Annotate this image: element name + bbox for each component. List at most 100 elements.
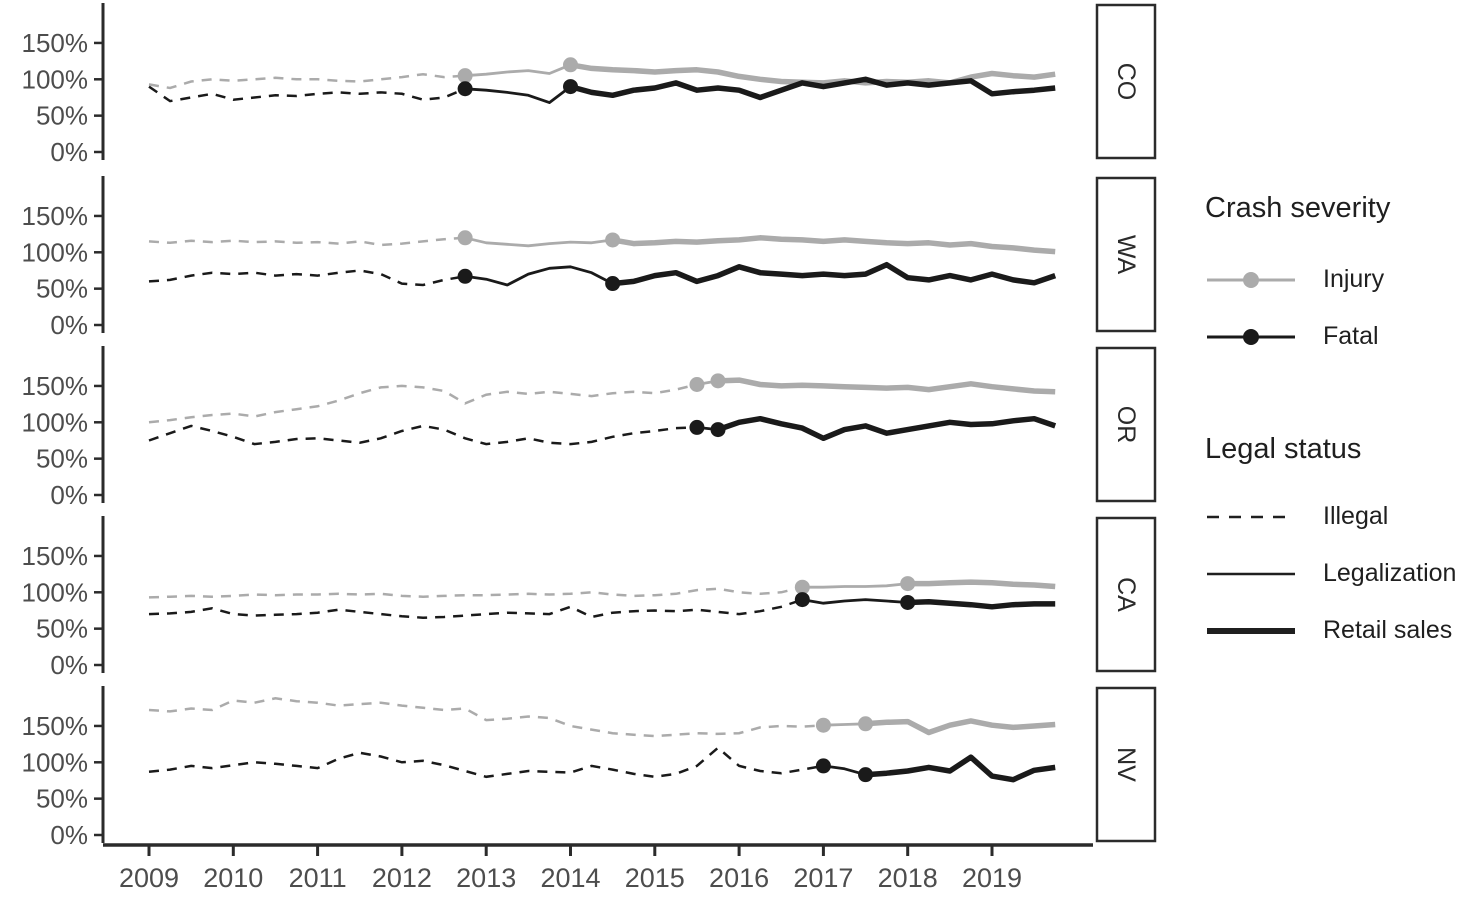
- fatal-legalization-dot: [815, 758, 831, 774]
- y-tick-label: 50%: [36, 784, 88, 814]
- injury-retail-sales-dot: [563, 57, 578, 73]
- illegal-dashed-swatch: [1207, 515, 1295, 518]
- legend-item-illegal: Illegal: [1205, 488, 1456, 545]
- legend-label-retail-sales: Retail sales: [1323, 616, 1453, 644]
- crash-trends-chart: 0% 50% 100% 150% CO 0% 50% 100% 150% WA 0% 50% 100% 1…: [22, 3, 1157, 893]
- panel-NV: 0% 50% 100% 150% NV: [22, 686, 1157, 850]
- x-tick-label: 2012: [372, 863, 432, 893]
- fatal-line-legalization: [802, 598, 908, 605]
- fatal-line-illegal: [148, 424, 697, 446]
- x-tick-label: 2017: [793, 863, 853, 893]
- fatal-line-retail-sales: [865, 754, 1056, 783]
- facet-strip: [1095, 686, 1157, 843]
- legend-legal-status: Legal status Illegal Legalization Retail…: [1205, 433, 1456, 659]
- injury-legalization-dot: [815, 717, 831, 733]
- panel-CA: 0% 50% 100% 150% CA: [22, 516, 1157, 680]
- y-tick-label: 100%: [22, 577, 89, 607]
- injury-line-retail-sales: [717, 377, 1056, 395]
- y-tick-label: 50%: [36, 444, 88, 474]
- fatal-legalization-dot: [689, 419, 705, 435]
- legend-legal-status-title: Legal status: [1205, 433, 1362, 465]
- y-tick-label: 50%: [36, 614, 88, 644]
- facet-strip: [1095, 176, 1157, 333]
- x-tick-label: 2009: [119, 863, 179, 893]
- fatal-line-illegal: [148, 269, 466, 287]
- y-tick-label: 150%: [22, 541, 89, 571]
- legend-item-legalization: Legalization: [1205, 545, 1456, 602]
- panel-CO: 0% 50% 100% 150% CO: [22, 3, 1157, 167]
- fatal-retail-sales-dot: [563, 79, 578, 95]
- facet-label-CO: CO: [1112, 63, 1140, 101]
- injury-line-dot-swatch: [1207, 271, 1295, 288]
- y-tick-label: 0%: [50, 137, 88, 167]
- x-tick-label: 2016: [709, 863, 769, 893]
- y-tick-label: 50%: [36, 101, 88, 131]
- x-tick-label: 2019: [962, 863, 1022, 893]
- y-tick-label: 150%: [22, 371, 89, 401]
- fatal-legalization-dot: [794, 592, 810, 608]
- facet-label-OR: OR: [1112, 406, 1140, 444]
- injury-line-illegal: [148, 585, 803, 599]
- x-axis: 2009 2010 2011 2012 2013 2014 2015 2016 2017 2018…: [103, 843, 1093, 893]
- fatal-retail-sales-dot: [710, 422, 726, 438]
- legend-label-legalization: Legalization: [1323, 559, 1457, 587]
- y-tick-label: 100%: [22, 747, 89, 777]
- injury-line-illegal: [148, 383, 698, 424]
- injury-line-legalization: [465, 63, 572, 78]
- x-tick-label: 2015: [625, 863, 685, 893]
- injury-legalization-dot: [457, 230, 473, 246]
- injury-retail-sales-dot: [605, 232, 621, 248]
- legend-label-illegal: Illegal: [1323, 502, 1389, 530]
- legend-item-retail-sales: Retail sales: [1205, 602, 1456, 659]
- y-tick-label: 100%: [22, 407, 89, 437]
- retail-sales-thick-line-swatch: [1207, 627, 1295, 634]
- injury-legalization-dot: [457, 68, 473, 84]
- y-tick-label: 100%: [22, 64, 89, 94]
- facet-label-WA: WA: [1112, 235, 1140, 275]
- injury-retail-sales-dot: [858, 716, 874, 732]
- facet-label-CA: CA: [1112, 577, 1140, 612]
- y-tick-label: 50%: [36, 274, 88, 304]
- injury-line-legalization: [802, 582, 908, 589]
- fatal-line-legalization: [465, 85, 572, 104]
- legalization-thin-line-swatch: [1207, 572, 1295, 575]
- fatal-line-retail-sales: [717, 415, 1057, 442]
- fatal-line-dot-swatch: [1207, 328, 1295, 345]
- y-tick-label: 0%: [50, 310, 88, 340]
- injury-line-illegal: [148, 236, 466, 247]
- injury-line-retail-sales: [907, 579, 1056, 590]
- fatal-line-illegal: [148, 598, 803, 619]
- y-tick-label: 150%: [22, 711, 89, 741]
- legend-item-injury: Injury: [1205, 251, 1390, 308]
- injury-legalization-dot: [689, 376, 705, 392]
- injury-legalization-dot: [794, 579, 810, 595]
- x-tick-label: 2014: [540, 863, 600, 893]
- fatal-line-retail-sales: [612, 261, 1057, 287]
- fatal-line-illegal: [148, 85, 466, 103]
- facet-strip: [1095, 516, 1157, 673]
- legend-crash-severity-title: Crash severity: [1205, 192, 1391, 224]
- injury-line-retail-sales: [612, 235, 1056, 255]
- panel-WA: 0% 50% 100% 150% WA: [22, 176, 1157, 340]
- x-tick-label: 2011: [289, 863, 347, 893]
- x-tick-label: 2013: [456, 863, 516, 893]
- fatal-line-legalization: [464, 265, 614, 287]
- panel-OR: 0% 50% 100% 150% OR: [22, 346, 1157, 510]
- legend-label-injury: Injury: [1323, 265, 1385, 293]
- injury-retail-sales-dot: [710, 373, 726, 389]
- injury-line-retail-sales: [570, 62, 1056, 86]
- y-tick-label: 0%: [50, 480, 88, 510]
- fatal-line-illegal: [148, 746, 824, 779]
- injury-line-illegal: [148, 72, 466, 90]
- y-tick-label: 0%: [50, 650, 88, 680]
- fatal-retail-sales-dot: [605, 276, 621, 292]
- fatal-line-retail-sales: [569, 76, 1056, 101]
- x-tick-label: 2018: [878, 863, 938, 893]
- y-tick-label: 0%: [50, 820, 88, 850]
- fatal-retail-sales-dot: [858, 767, 874, 783]
- legend-crash-severity: Crash severity Injury Fatal: [1205, 192, 1390, 365]
- fatal-legalization-dot: [457, 81, 473, 97]
- injury-line-retail-sales: [865, 718, 1056, 736]
- injury-line-legalization: [464, 236, 613, 248]
